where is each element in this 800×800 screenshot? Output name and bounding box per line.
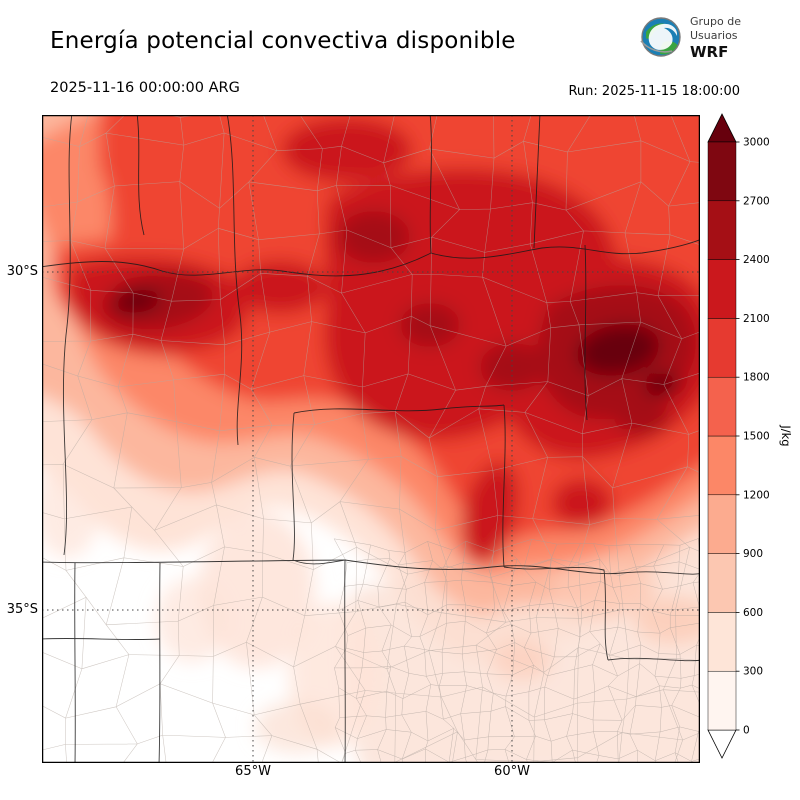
lon-tick-65w: 65°W <box>235 764 271 779</box>
department-boundaries <box>42 115 700 763</box>
svg-text:0: 0 <box>743 725 750 737</box>
colorbar-under-arrow <box>707 729 737 759</box>
svg-text:900: 900 <box>743 548 763 560</box>
cape-map <box>41 114 701 764</box>
svg-text:1500: 1500 <box>743 431 770 443</box>
svg-text:2400: 2400 <box>743 254 770 266</box>
colorbar-over-arrow <box>707 113 737 143</box>
globe-icon <box>640 17 681 57</box>
svg-text:1800: 1800 <box>743 372 770 384</box>
logo-line-wrf: WRF <box>690 43 729 61</box>
lat-tick-30s: 30°S <box>6 264 38 279</box>
svg-text:1200: 1200 <box>743 489 770 501</box>
province-boundaries <box>42 115 700 763</box>
colorbar: 0 300 600 900 1200 1500 1800 2100 2400 2700 3000 J… <box>704 106 796 780</box>
svg-text:3000: 3000 <box>743 137 770 149</box>
colorbar-unit-label: J/kg <box>779 424 793 446</box>
lat-tick-35s: 35°S <box>6 602 38 617</box>
svg-text:600: 600 <box>743 607 763 619</box>
logo-text: Grupo de Usuarios WRF <box>690 15 741 61</box>
logo-line-2: Usuarios <box>690 29 738 42</box>
wrf-logo: Grupo de Usuarios WRF <box>638 14 741 60</box>
map-frame <box>41 114 701 764</box>
cape-map-canvas <box>41 114 701 764</box>
graticule-gridlines <box>42 115 700 763</box>
svg-text:2100: 2100 <box>743 313 770 325</box>
run-time-label: Run: 2025-11-15 18:00:00 <box>568 84 740 99</box>
lon-tick-60w: 60°W <box>494 764 530 779</box>
valid-time-label: 2025-11-16 00:00:00 ARG <box>50 80 240 96</box>
svg-text:300: 300 <box>743 666 763 678</box>
cape-field <box>42 115 700 763</box>
colorbar-canvas: 0 300 600 900 1200 1500 1800 2100 2400 2700 3000 J… <box>707 113 793 759</box>
colorbar-segments <box>707 141 737 731</box>
svg-text:2700: 2700 <box>743 195 770 207</box>
page-title: Energía potencial convectiva disponible <box>50 28 516 54</box>
colorbar-tick-labels: 0 300 600 900 1200 1500 1800 2100 2400 2700 3000 <box>736 137 770 737</box>
logo-line-1: Grupo de <box>690 15 741 28</box>
